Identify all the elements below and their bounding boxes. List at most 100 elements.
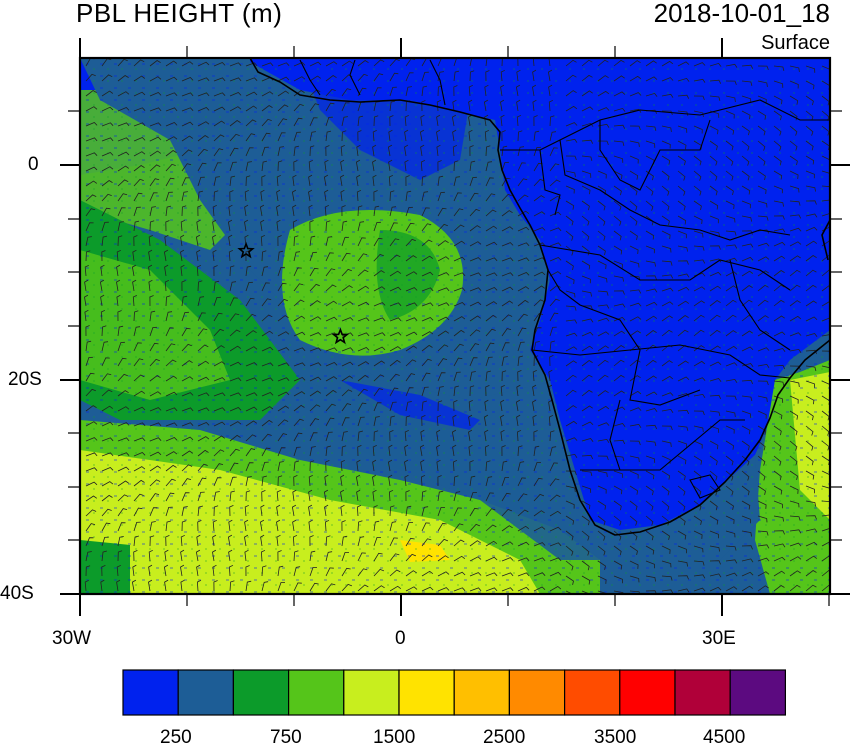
wind-barb (581, 59, 593, 67)
wind-barb (181, 360, 193, 367)
station-2-marker (331, 327, 350, 345)
wind-barb (452, 459, 458, 472)
wind-barb (405, 570, 417, 577)
wind-barb (357, 237, 366, 247)
wind-barb (452, 414, 457, 427)
wind-barb (805, 95, 814, 106)
wind-barb (693, 314, 705, 322)
wind-barb (341, 417, 350, 427)
wind-barb (469, 540, 481, 547)
wind-barb (404, 114, 409, 127)
wind-barb (757, 485, 766, 495)
wind-barb (277, 315, 289, 322)
wind-barb (117, 357, 127, 367)
colorbar-swatch (674, 669, 731, 716)
wind-barb (645, 140, 656, 148)
wind-barb (709, 271, 722, 277)
wind-barb (533, 271, 546, 277)
wind-barb (117, 75, 129, 82)
wind-barb (405, 387, 414, 397)
wind-barb (597, 485, 607, 494)
wind-barb (709, 440, 719, 450)
wind-barb (677, 500, 686, 511)
wind-barb (101, 421, 114, 427)
wind-barb (261, 581, 269, 592)
wind-barb (245, 448, 256, 457)
wind-barb (373, 505, 378, 517)
wind-barb (453, 224, 465, 232)
wind-barb (133, 437, 146, 442)
wind-barb (261, 565, 267, 577)
wind-barb (277, 132, 286, 142)
wind-barb (261, 132, 271, 142)
wind-barb (597, 331, 610, 337)
wind-barb (261, 377, 274, 382)
wind-barb (245, 313, 256, 322)
wind-barb (565, 138, 578, 143)
wind-barb (549, 526, 562, 532)
wind-barb (164, 234, 169, 247)
wind-barb (181, 376, 194, 382)
wind-barb (805, 349, 818, 355)
wind-barb (581, 405, 593, 412)
wind-barb (548, 99, 554, 112)
wind-barb (341, 130, 347, 142)
wind-barb (677, 61, 690, 67)
wind-barb (693, 440, 703, 449)
wind-barb (164, 279, 170, 292)
wind-barb (597, 260, 607, 270)
wind-barb (421, 239, 433, 247)
wind-barb (164, 264, 169, 277)
wind-barb (373, 302, 386, 307)
wind-barb (404, 474, 409, 487)
wind-barb (437, 223, 448, 232)
wind-barb (533, 313, 544, 322)
wind-barb (149, 136, 162, 142)
wind-barb (149, 465, 162, 472)
wind-barb (133, 206, 141, 217)
wind-barb (165, 520, 172, 532)
wind-barb (581, 155, 593, 161)
wind-barb (165, 92, 178, 97)
wind-barb (117, 508, 128, 517)
wind-barb (725, 80, 737, 86)
wind-barb (645, 245, 655, 254)
wind-barb (693, 95, 705, 101)
wind-barb (341, 205, 346, 217)
wind-barb (629, 423, 642, 429)
wind-barb (293, 566, 301, 577)
wind-barb (261, 362, 274, 367)
wind-barb (757, 470, 766, 481)
wind-barb (677, 485, 686, 496)
wind-barb (341, 317, 354, 322)
wind-barb (277, 266, 285, 277)
wind-barb (597, 140, 609, 146)
wind-barb (149, 342, 159, 352)
wind-barb (421, 207, 430, 217)
wind-barb (515, 84, 521, 97)
wind-barb (725, 515, 735, 524)
wind-barb (501, 161, 509, 172)
wind-barb (501, 587, 514, 592)
wind-barb (789, 542, 802, 547)
wind-barb (741, 379, 754, 385)
wind-barb (468, 429, 473, 442)
wind-barb (309, 267, 319, 277)
wind-barb (789, 95, 799, 105)
wind-barb (773, 364, 786, 370)
wind-barb (725, 485, 734, 496)
wind-barb (548, 58, 551, 67)
wind-barb (773, 140, 782, 151)
wind-barb (469, 357, 478, 367)
wind-barb (677, 155, 686, 166)
wind-barb (469, 329, 481, 337)
wind-barb (244, 534, 249, 547)
wind-barb (453, 555, 466, 562)
wind-barb (181, 121, 194, 127)
wind-barb (133, 310, 139, 322)
wind-barb (405, 331, 418, 337)
wind-barb (245, 346, 258, 352)
wind-barb (213, 328, 224, 337)
wind-barb (405, 537, 415, 547)
wind-barb (661, 301, 674, 307)
